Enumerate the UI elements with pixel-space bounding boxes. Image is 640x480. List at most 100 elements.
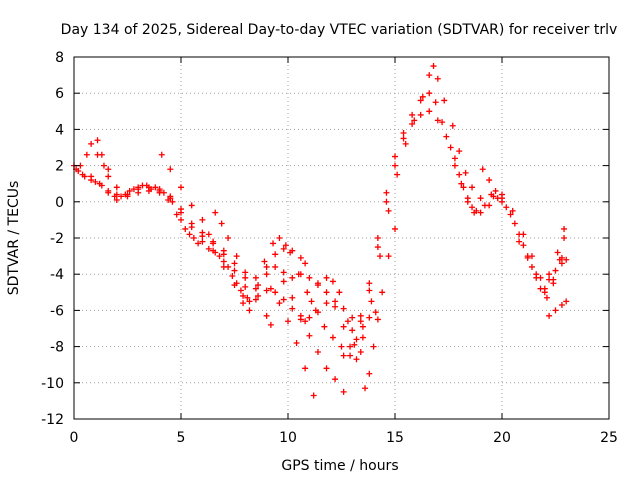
data-point [186,231,193,238]
data-point [276,300,283,307]
data-point [456,171,463,178]
data-point [158,151,165,158]
series-12 [362,225,398,392]
data-point [464,198,471,205]
data-point [417,111,424,118]
data-point [456,148,463,155]
data-point [558,254,565,261]
data-point [167,166,174,173]
data-point [357,312,364,319]
data-point [83,151,90,158]
data-point [503,204,510,211]
data-point [220,247,227,254]
data-point [558,260,565,267]
data-point [295,271,302,278]
data-point [314,349,321,356]
data-point [374,244,381,251]
data-point [402,140,409,147]
data-point [366,287,373,294]
data-point [261,258,268,265]
data-point [400,135,407,142]
data-point [280,245,287,252]
data-point [289,294,296,301]
data-point [340,352,347,359]
data-point [481,202,488,209]
data-point [392,162,398,169]
data-point [167,193,174,200]
data-point [552,307,559,314]
data-point [113,191,120,198]
data-point [492,187,499,194]
series-13 [451,162,478,216]
data-point [370,343,377,350]
data-point [383,198,390,205]
data-point [156,186,163,193]
data-point [105,189,112,196]
data-point [190,235,197,241]
data-point [96,180,103,187]
data-point [263,312,270,319]
data-point [240,292,247,299]
data-point [282,242,289,249]
data-point [231,260,238,267]
data-point [113,184,120,191]
data-point [135,189,142,196]
y-tick-label: 2 [55,159,64,175]
series-9 [280,278,347,395]
data-point [255,292,262,299]
data-point [509,207,516,214]
data-point [285,318,291,325]
data-point [533,271,540,278]
data-point [231,267,238,274]
data-point [340,323,347,330]
data-point [372,309,379,316]
data-point [520,231,527,238]
data-point [263,263,270,270]
data-point [188,202,195,209]
data-point [323,300,330,307]
data-point [182,225,189,232]
series-5 [158,151,253,314]
data-point [229,273,236,280]
data-point [212,249,219,256]
data-point [338,343,345,350]
data-point [563,298,570,305]
data-point [263,271,270,278]
data-point [280,278,287,285]
y-tick-label: 8 [55,50,64,66]
data-point [218,220,225,227]
data-point [516,238,523,245]
data-point [199,238,206,245]
data-point [314,282,321,289]
data-point [349,314,356,321]
data-point [152,184,159,191]
data-point [306,274,313,281]
x-tick-label: 0 [70,430,79,446]
data-point [362,385,369,392]
data-point [252,296,259,303]
data-point [323,365,330,372]
data-point [199,216,206,223]
data-point [546,312,553,319]
data-point [237,287,244,294]
data-point [105,166,112,173]
data-point [252,285,259,292]
data-point [394,171,401,178]
data-point [272,251,279,258]
data-point [546,276,553,283]
data-point [488,191,495,198]
data-point [212,209,219,216]
data-point [310,392,317,399]
data-point [366,280,373,287]
data-point [426,90,433,97]
data-point [563,256,570,263]
data-point [302,318,309,325]
data-point [242,274,249,281]
data-point [379,289,386,296]
data-point [524,254,531,261]
tick-labels: 0 5 10 15 20 25 -12 -10 -8 -6 -4 -2 0 2 4 6 8 [41,50,618,446]
data-point [558,301,565,308]
data-point [289,247,296,254]
data-point [469,184,476,191]
x-tick-label: 25 [600,430,618,446]
